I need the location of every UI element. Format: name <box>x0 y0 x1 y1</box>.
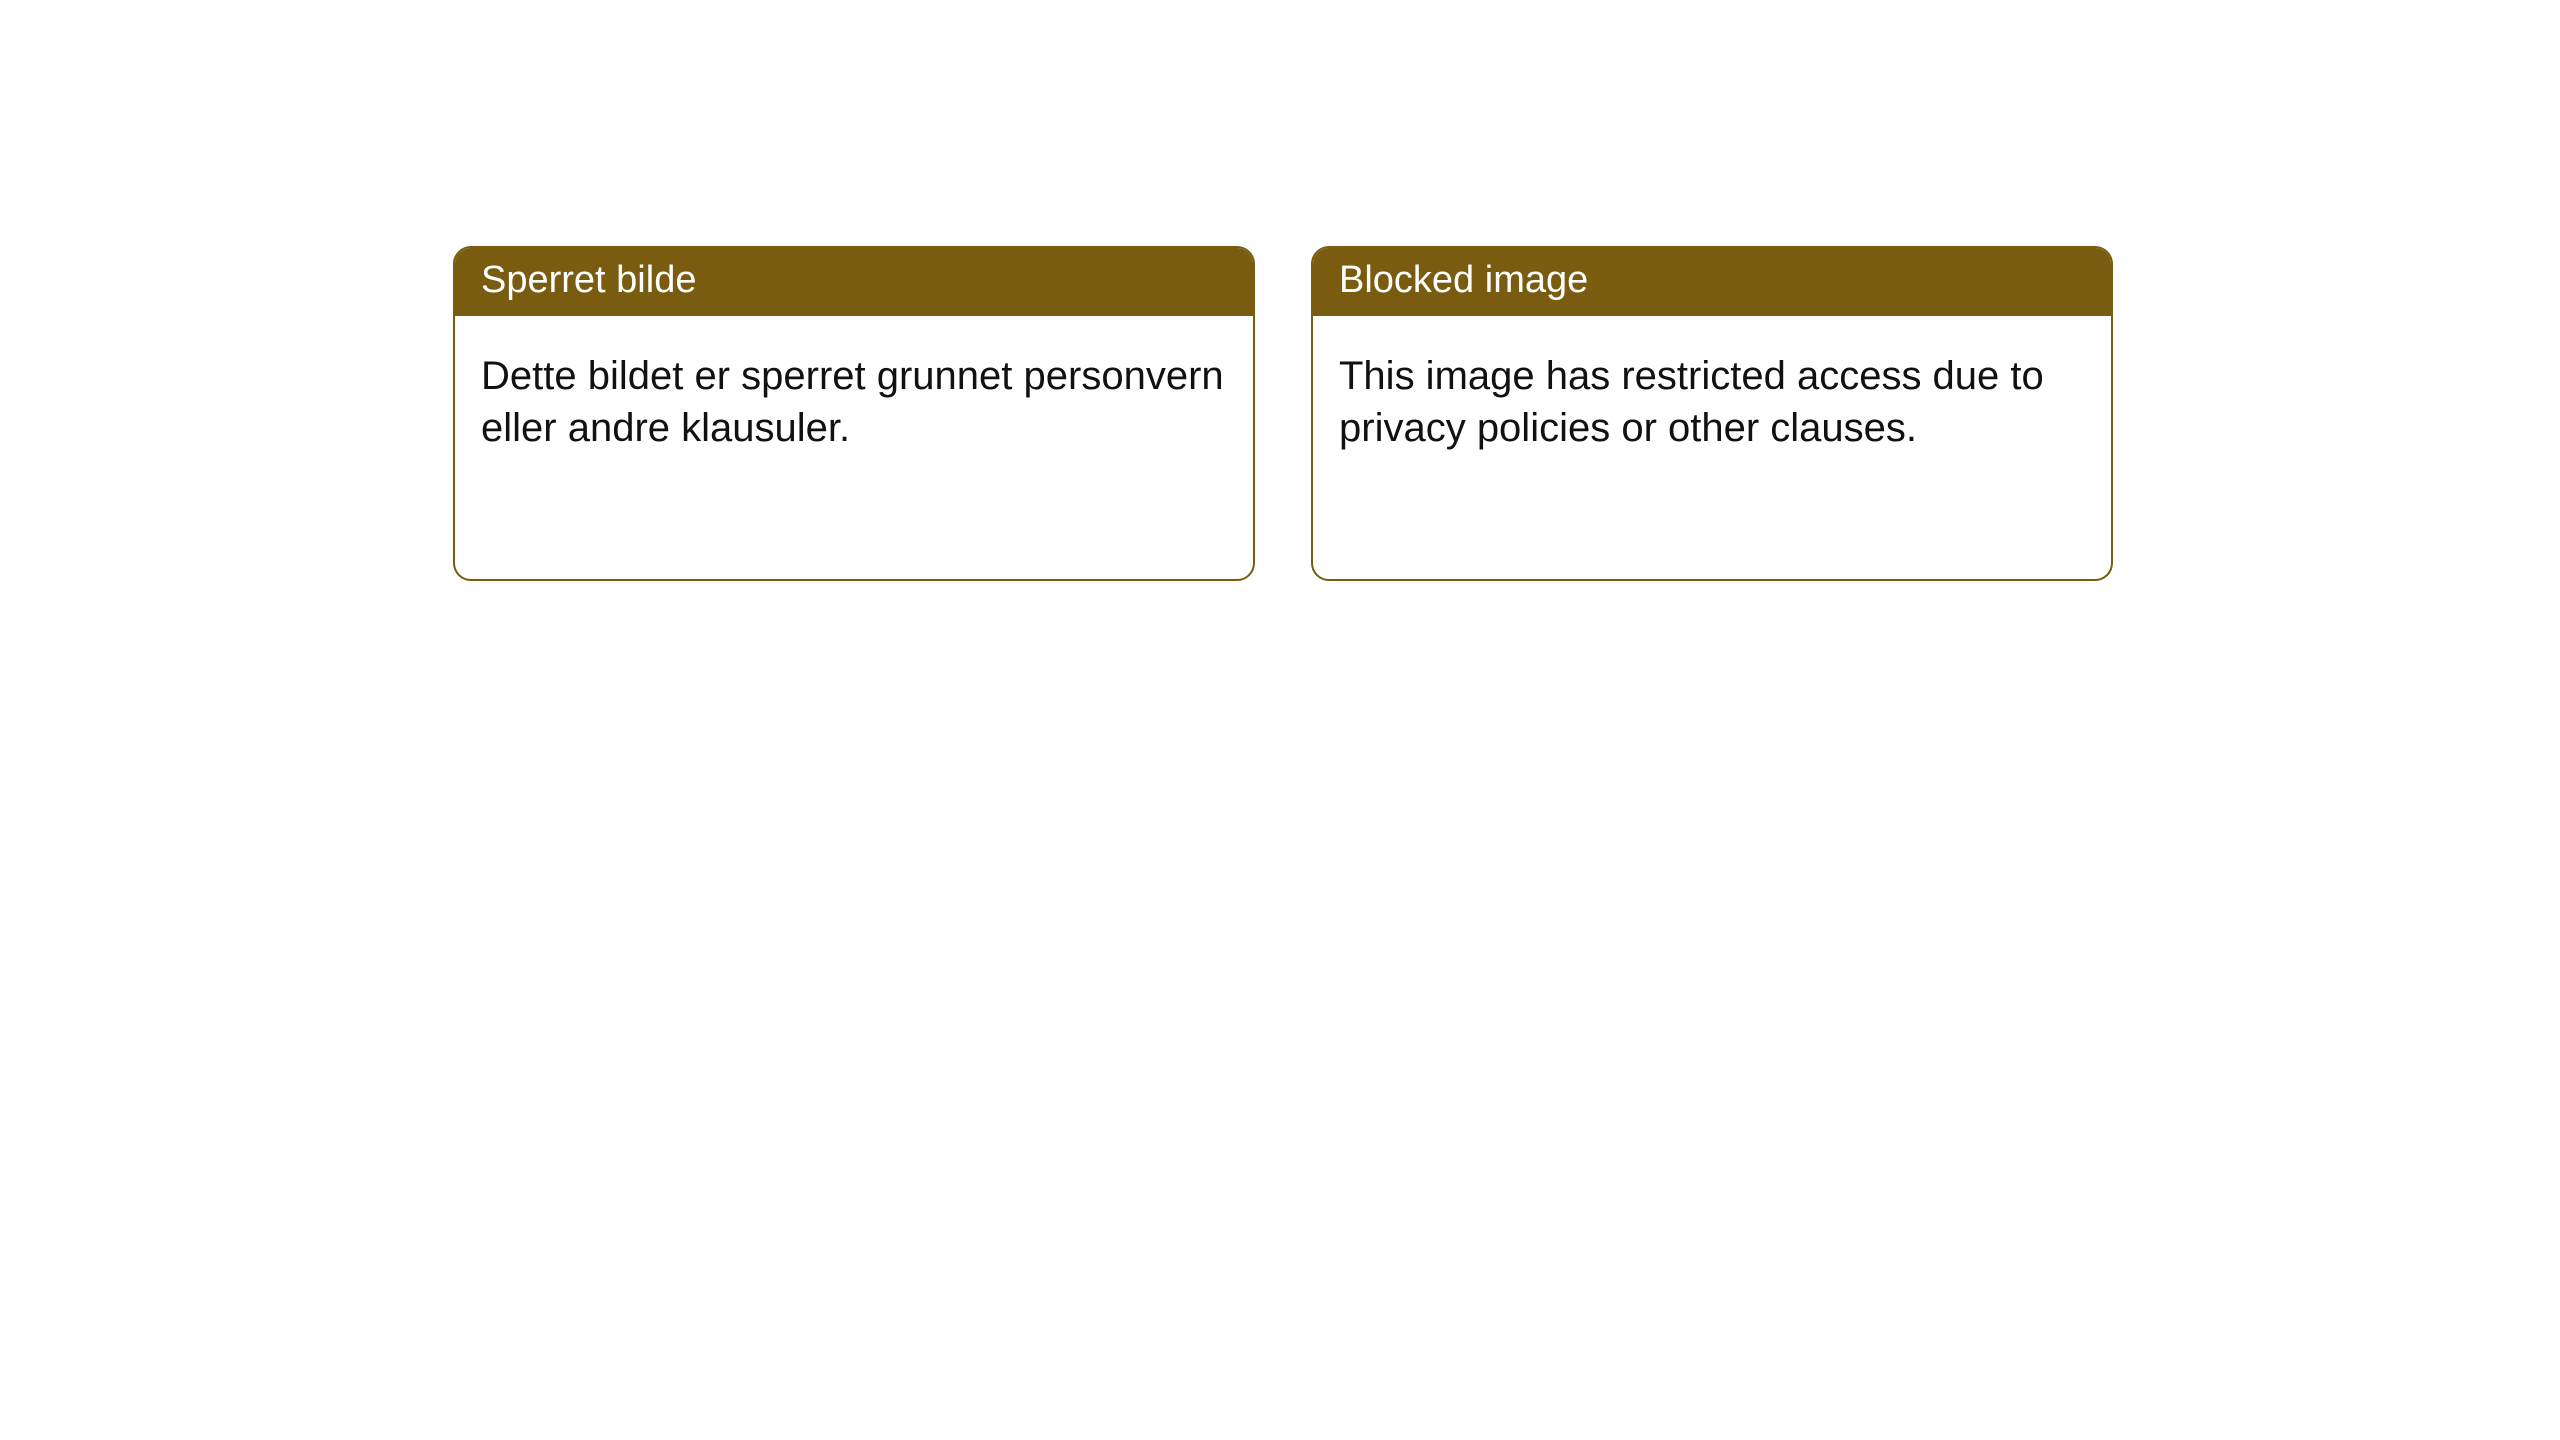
notice-body-no: Dette bildet er sperret grunnet personve… <box>455 316 1253 488</box>
notice-title-en: Blocked image <box>1313 248 2111 316</box>
notice-box-en: Blocked image This image has restricted … <box>1311 246 2113 581</box>
notice-title-no: Sperret bilde <box>455 248 1253 316</box>
notice-box-no: Sperret bilde Dette bildet er sperret gr… <box>453 246 1255 581</box>
notice-body-en: This image has restricted access due to … <box>1313 316 2111 488</box>
notices-container: Sperret bilde Dette bildet er sperret gr… <box>453 246 2113 581</box>
